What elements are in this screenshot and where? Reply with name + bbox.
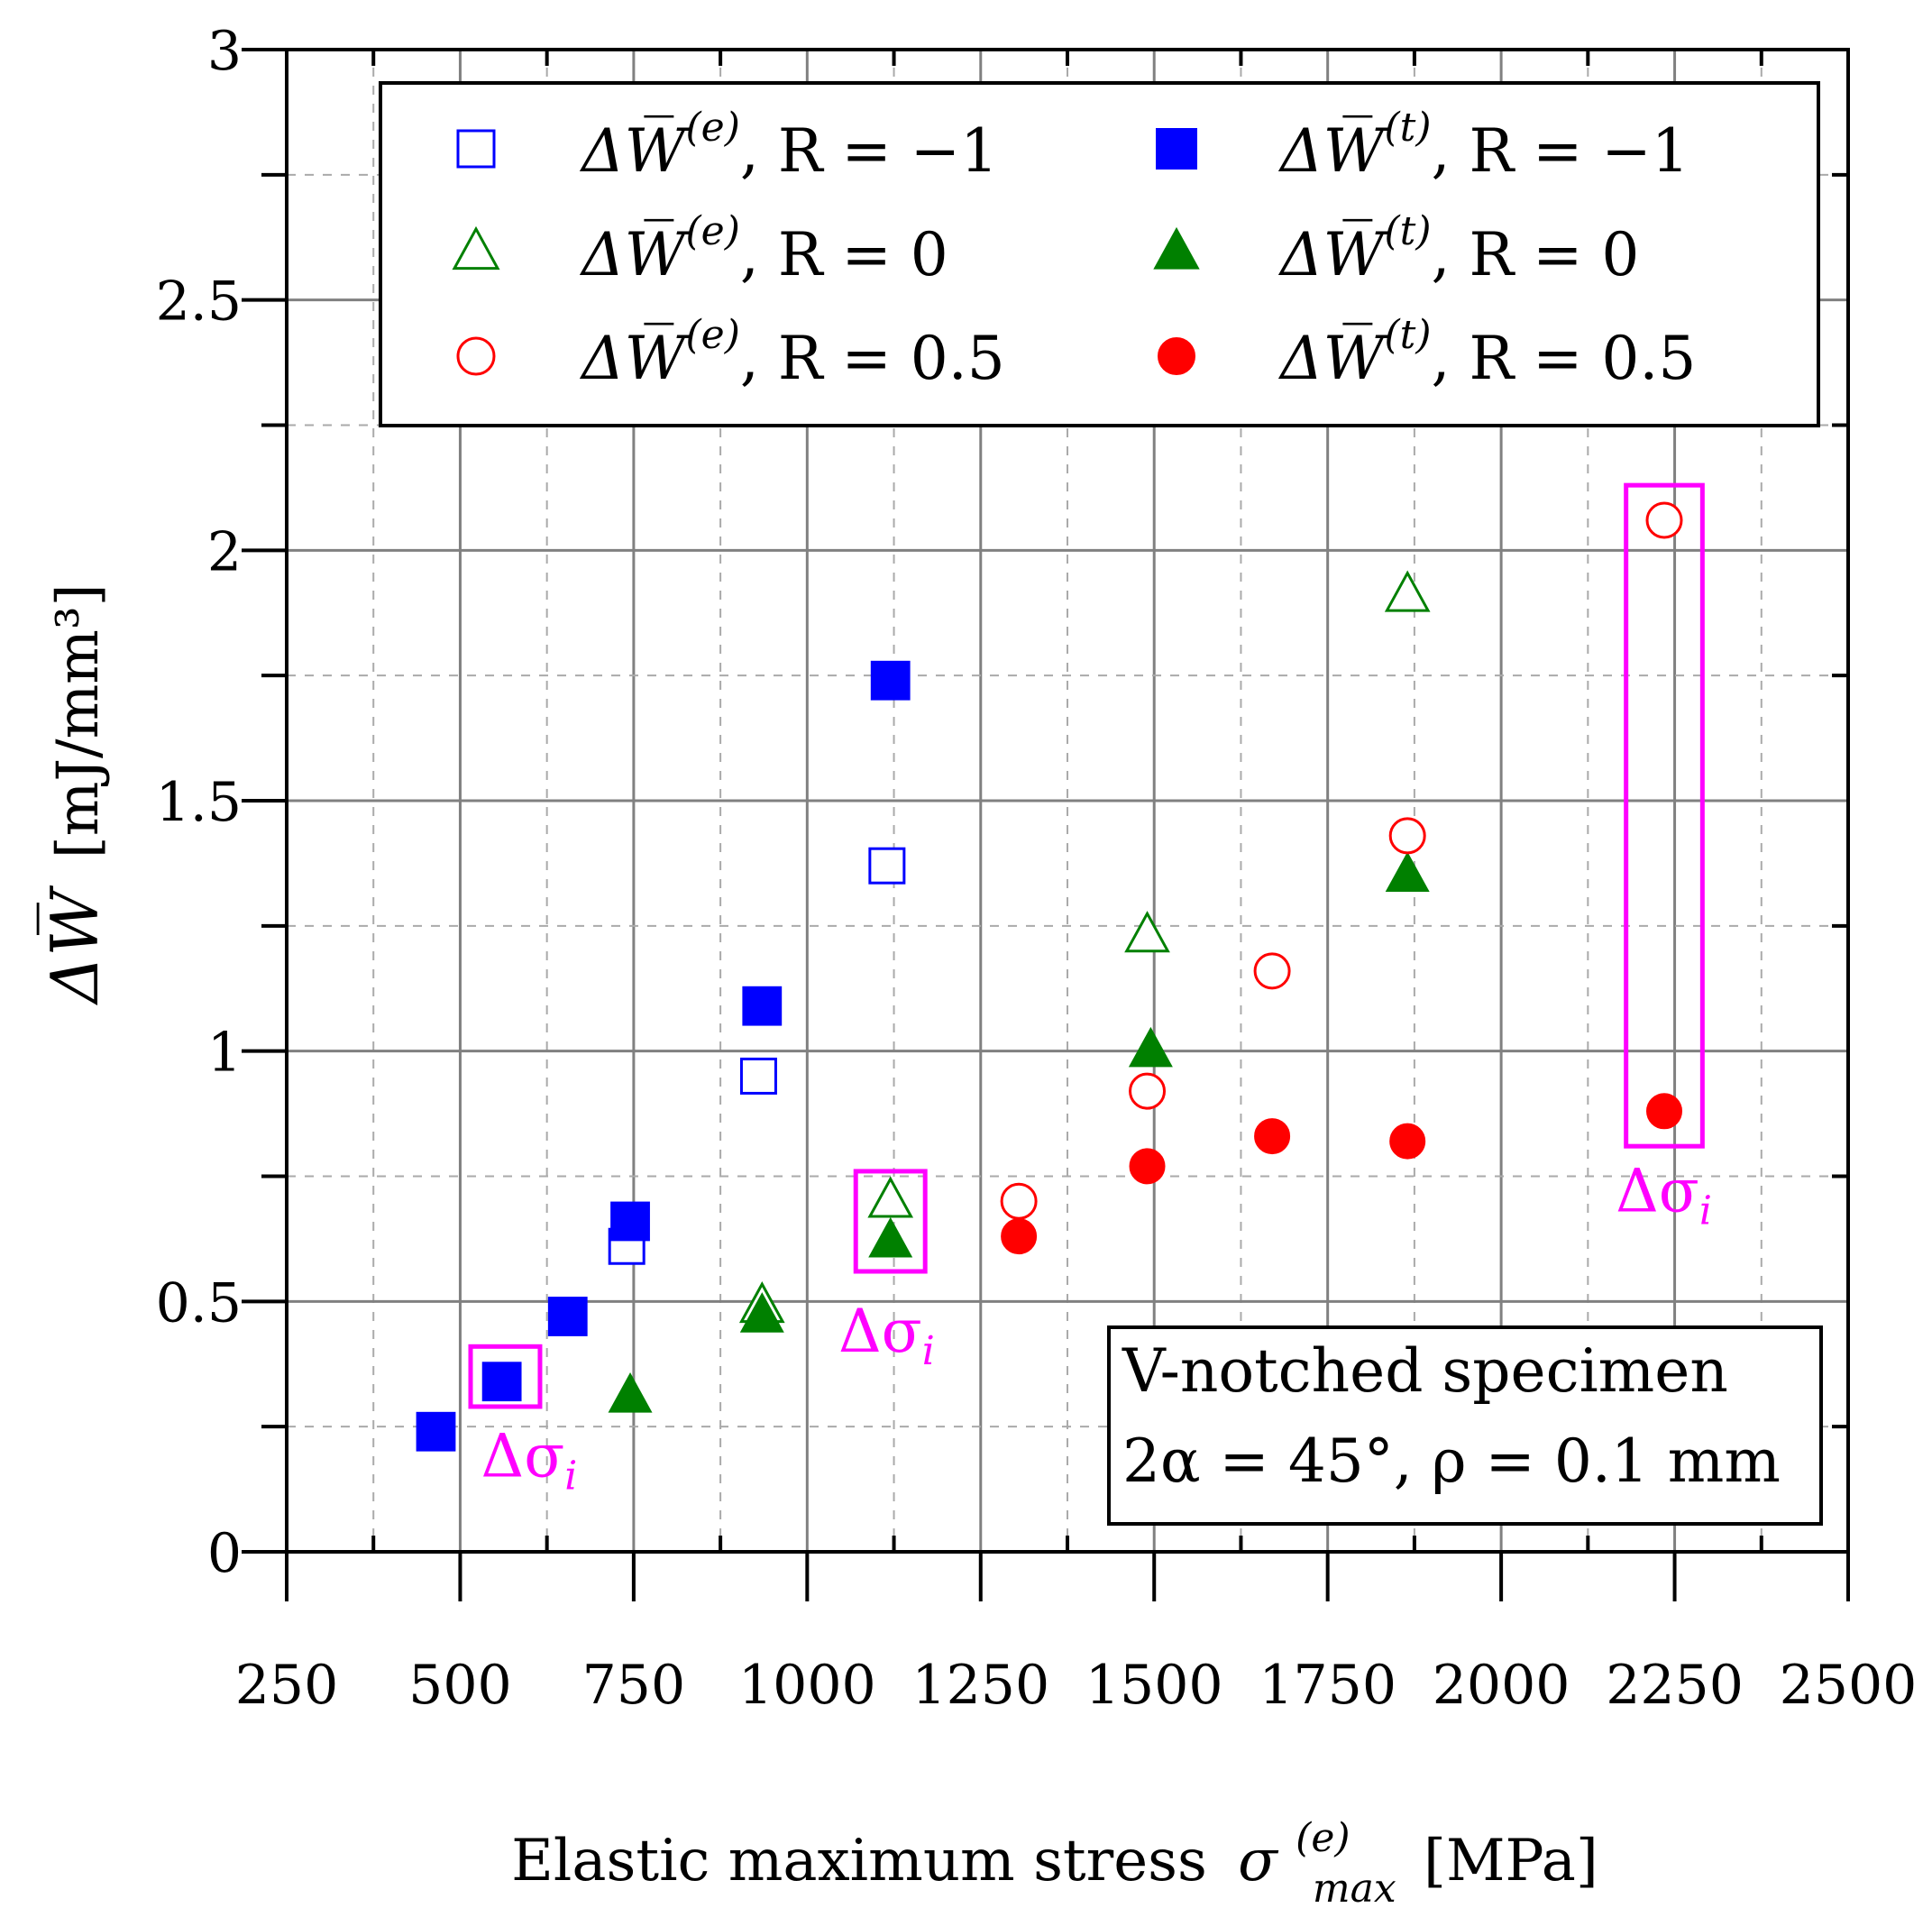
legend-entries: ΔW̅(e), R = −1 ΔW̅(t), R = −1 ΔW̅(e), R = … xyxy=(452,105,1696,393)
x-axis-title: Elastic maximum stress σ (e) max [MPa] xyxy=(511,1799,1598,1916)
point-wt_r05-5 xyxy=(1646,1093,1683,1130)
point-wt_r0-5 xyxy=(1385,851,1430,893)
y-tick-label: 3 xyxy=(207,20,242,83)
legend-label-wt_r05: ΔW̅(t), R = 0.5 xyxy=(1277,312,1696,393)
point-we_rm1-3 xyxy=(868,847,906,885)
x-axis-superscript: (e) xyxy=(1296,1815,1350,1861)
point-wt_rm1-3 xyxy=(547,1297,588,1336)
y-tick-label: 1.5 xyxy=(156,771,242,834)
x-tick-label: 750 xyxy=(582,1654,686,1717)
series-wt_rm1 xyxy=(416,660,911,1452)
legend-marker-we_r05 xyxy=(456,336,496,376)
x-tick-label: 250 xyxy=(235,1654,339,1717)
annotation-box-1 xyxy=(468,1344,543,1409)
y-axis-symbol: ΔW̅ xyxy=(36,885,113,1006)
annotation-labels: Δσi Δσi Δσi xyxy=(481,1156,1712,1499)
annotation-box-3 xyxy=(1624,482,1705,1149)
point-wt_rm1-2 xyxy=(481,1362,522,1402)
point-we_r05-2 xyxy=(1129,1072,1167,1110)
annotation-box-2 xyxy=(853,1169,928,1274)
series-wt_r0 xyxy=(608,851,1430,1413)
point-we_r05-3 xyxy=(1253,952,1291,990)
legend-label-we_rm1: ΔW̅(e), R = −1 xyxy=(579,105,998,186)
point-we_r05-1 xyxy=(1000,1182,1038,1220)
point-we_r05-5 xyxy=(1645,501,1683,539)
point-wt_r05-1 xyxy=(1001,1218,1038,1255)
x-tick-label: 1750 xyxy=(1259,1654,1396,1717)
x-axis-subscript: max xyxy=(1313,1866,1396,1912)
legend-marker-wt_rm1 xyxy=(1156,128,1197,170)
legend-marker-we_rm1 xyxy=(456,129,496,169)
y-tick-label: 2 xyxy=(207,520,242,583)
point-wt_r05-3 xyxy=(1254,1118,1291,1155)
point-we_rm1-2 xyxy=(739,1057,777,1095)
annotation-label-3: Δσi xyxy=(1616,1156,1712,1234)
series-wt_r05 xyxy=(1001,1093,1683,1255)
legend-label-we_r05: ΔW̅(e), R = 0.5 xyxy=(579,312,1005,393)
legend: ΔW̅(e), R = −1 ΔW̅(t), R = −1 ΔW̅(e), R = … xyxy=(379,81,1820,427)
point-we_r05-4 xyxy=(1388,817,1426,855)
data-marks xyxy=(416,501,1683,1452)
x-tick-label: 2000 xyxy=(1433,1654,1570,1717)
x-tick-label: 1250 xyxy=(911,1654,1049,1717)
series-we_r05 xyxy=(1000,501,1683,1220)
info-box-line2: 2α = 45°, ρ = 0.1 mm xyxy=(1122,1426,1781,1496)
legend-marker-we_r0 xyxy=(452,225,500,271)
y-axis-unit: [mJ/mm³] xyxy=(45,583,112,858)
svg-text:ΔW̅ [mJ/mm³]: ΔW̅ [mJ/mm³] xyxy=(36,583,113,1005)
y-tick-label: 2.5 xyxy=(156,271,242,334)
x-tick-label: 1500 xyxy=(1085,1654,1223,1717)
point-wt_rm1-1 xyxy=(416,1411,456,1452)
legend-marker-wt_r0 xyxy=(1153,226,1200,270)
legend-marker-wt_r05 xyxy=(1158,337,1195,375)
x-axis-symbol: σ xyxy=(1238,1828,1279,1894)
legend-label-wt_rm1: ΔW̅(t), R = −1 xyxy=(1277,105,1689,186)
point-wt_rm1-4 xyxy=(610,1201,650,1242)
annotation-boxes xyxy=(468,482,1705,1409)
x-tick-label: 2500 xyxy=(1780,1654,1918,1717)
point-wt_rm1-6 xyxy=(870,660,911,701)
series-we_r0 xyxy=(738,570,1431,1324)
annotation-label-1: Δσi xyxy=(481,1422,578,1500)
point-wt_r0-1 xyxy=(608,1372,653,1413)
x-tick-label: 1000 xyxy=(738,1654,876,1717)
ticks: 250 500 750 1000 1250 1500 1750 2000 2250 2500 0 0.… xyxy=(156,20,1918,1717)
series-we_rm1 xyxy=(608,847,906,1265)
legend-label-wt_r0: ΔW̅(t), R = 0 xyxy=(1277,208,1639,289)
x-axis-unit: [MPa] xyxy=(1424,1828,1598,1894)
info-box-frame xyxy=(1107,1325,1823,1526)
point-we_r0-4 xyxy=(1384,570,1431,612)
legend-frame xyxy=(379,81,1820,427)
info-box: V-notched specimen 2α = 45°, ρ = 0.1 mm xyxy=(1107,1325,1823,1526)
x-tick-label: 500 xyxy=(408,1654,512,1717)
x-axis-label: Elastic maximum stress xyxy=(511,1828,1207,1894)
point-wt_r0-2 xyxy=(739,1292,784,1333)
y-axis-title: ΔW̅ [mJ/mm³] xyxy=(36,583,113,1005)
y-tick-label: 0.5 xyxy=(156,1271,242,1335)
point-wt_rm1-5 xyxy=(742,986,783,1026)
legend-label-we_r0: ΔW̅(e), R = 0 xyxy=(579,208,948,289)
point-we_r0-3 xyxy=(1124,911,1170,953)
point-we_r0-2 xyxy=(867,1176,914,1218)
info-box-line1: V-notched specimen xyxy=(1122,1336,1728,1406)
point-wt_r0-4 xyxy=(1128,1026,1173,1068)
point-wt_r0-3 xyxy=(868,1216,913,1258)
point-wt_r05-4 xyxy=(1389,1123,1426,1160)
annotation-label-2: Δσi xyxy=(838,1297,935,1374)
point-wt_r05-2 xyxy=(1129,1148,1166,1185)
x-tick-label: 2250 xyxy=(1606,1654,1744,1717)
y-tick-label: 0 xyxy=(207,1522,242,1585)
y-tick-label: 1 xyxy=(207,1022,242,1085)
